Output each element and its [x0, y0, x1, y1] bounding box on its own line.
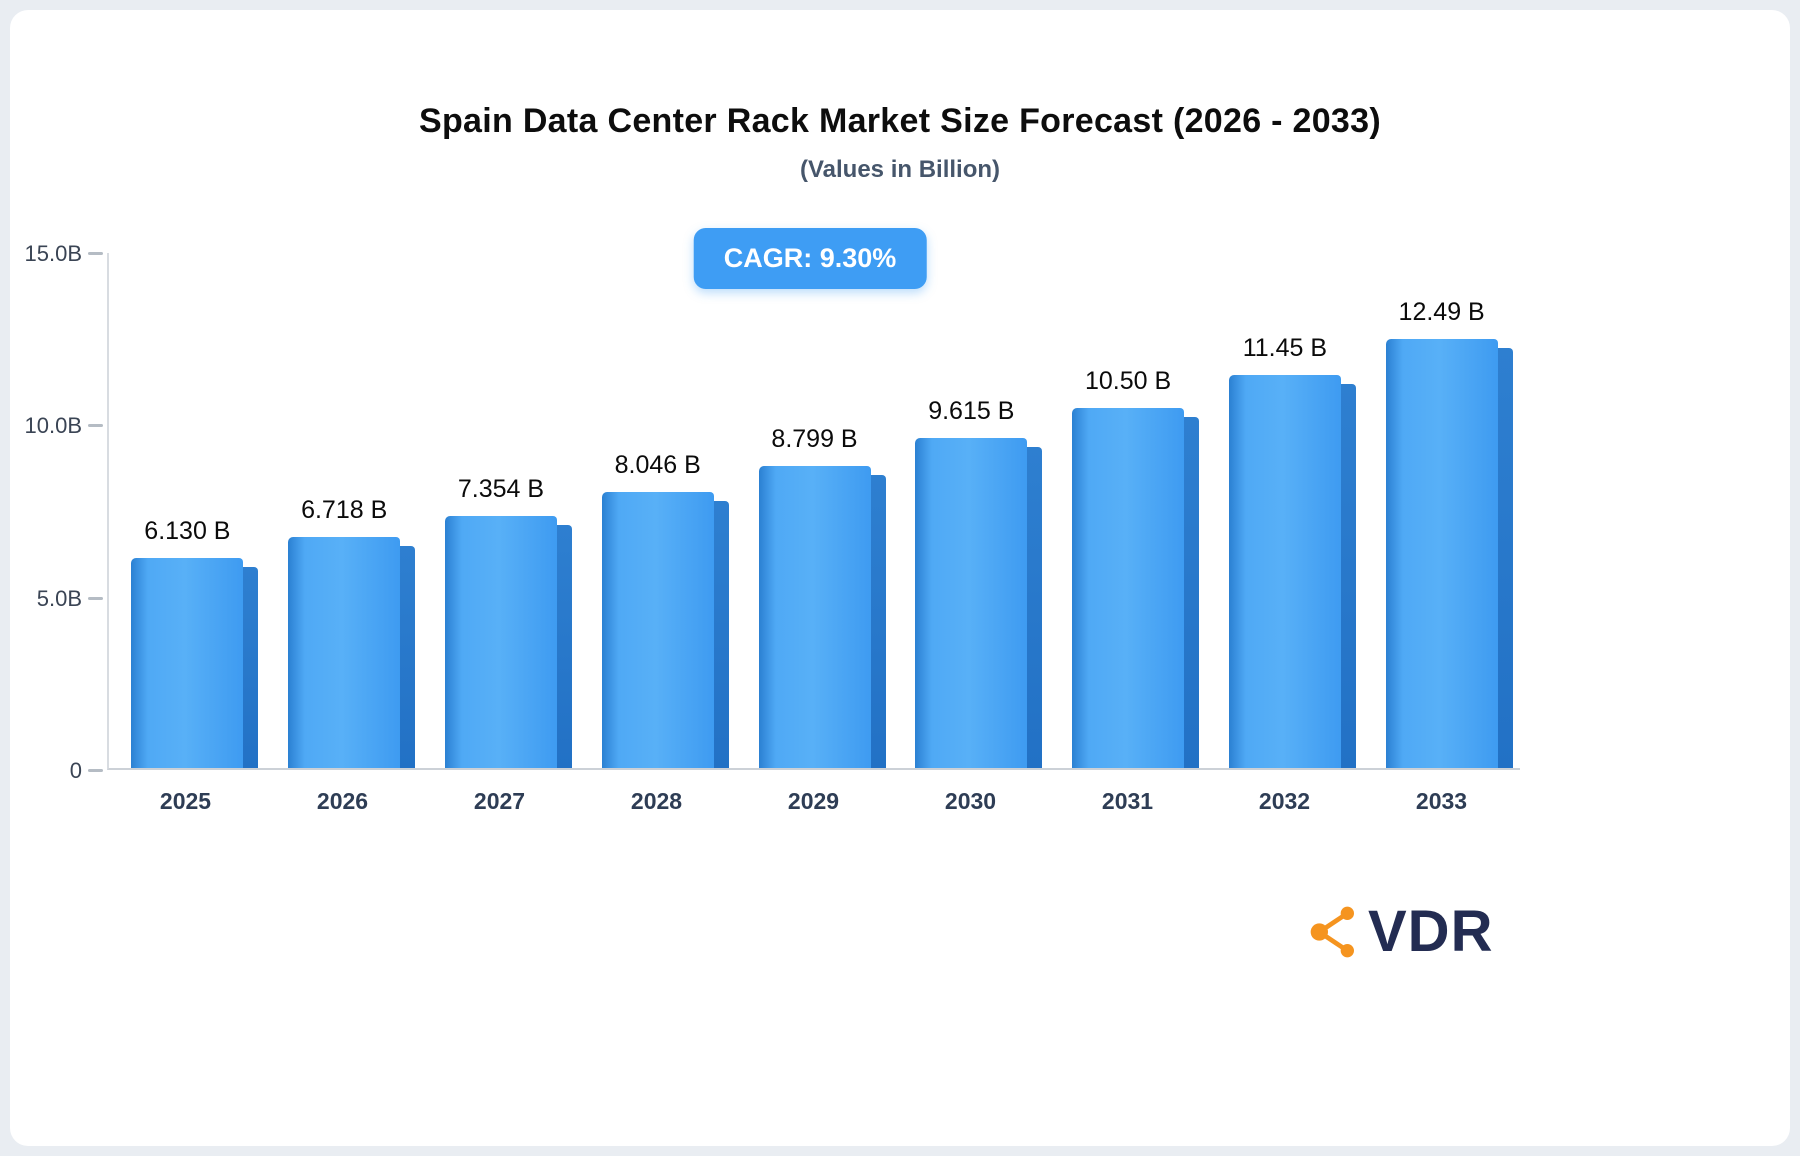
bar-slot: 9.615 B [893, 253, 1050, 769]
bar-value-label: 6.130 B [144, 516, 231, 545]
bar-value-label: 10.50 B [1084, 366, 1172, 395]
chart-card: Spain Data Center Rack Market Size Forec… [10, 10, 1790, 1146]
x-axis-label: 2029 [787, 788, 840, 814]
share-network-icon [1310, 906, 1354, 957]
bar-slot: 7.354 B [423, 253, 580, 769]
bar-slot: 6.130 B [109, 253, 266, 769]
x-axis-label: 2026 [316, 788, 369, 814]
logo-text: VDR [1368, 899, 1494, 964]
x-axis-label: 2031 [1101, 788, 1154, 814]
y-axis-tick-label: 10.0B [24, 413, 83, 438]
x-axis-label: 2025 [159, 788, 212, 814]
bar [131, 557, 259, 769]
bar [915, 437, 1043, 769]
x-axis-labels: 2025 2026 2027 2028 2029 2030 2031 2032 2033 [107, 788, 1520, 815]
x-axis-label: 2028 [630, 788, 683, 814]
bar-value-label: 8.799 B [771, 424, 858, 453]
plot-area: 6.130 B 6.718 B 7.354 B 8.046 B 8.799 B 9.615… [107, 253, 1520, 770]
y-axis-tick-mark [88, 252, 103, 255]
y-axis-tick-label: 0 [69, 758, 82, 783]
bar [1228, 374, 1356, 769]
x-axis-label: 2030 [944, 788, 997, 814]
bar-value-label: 9.615 B [928, 396, 1015, 425]
bar [444, 515, 572, 769]
bar-slot: 11.45 B [1206, 253, 1363, 769]
bar [758, 465, 886, 769]
bar-slot: 12.49 B [1363, 253, 1520, 768]
y-axis-tick-mark [88, 424, 103, 427]
bar-value-label: 11.45 B [1242, 333, 1328, 362]
cagr-badge: CAGR: 9.30% [693, 228, 927, 289]
bar-value-label: 12.49 B [1398, 298, 1485, 327]
x-axis-label: 2033 [1415, 788, 1468, 814]
bar-slot: 6.718 B [266, 253, 423, 768]
bar [1385, 339, 1513, 768]
y-axis-tick-label: 5.0B [36, 586, 82, 611]
bar-series: 6.130 B 6.718 B 7.354 B 8.046 B 8.799 B 9.615… [109, 253, 1520, 769]
bar [601, 491, 729, 769]
bar-value-label: 8.046 B [614, 450, 701, 479]
bar-value-label: 6.718 B [301, 496, 388, 525]
y-axis-tick-mark [88, 597, 103, 600]
y-axis-tick-label: 15.0B [24, 241, 83, 266]
x-axis-label: 2032 [1258, 788, 1311, 814]
bar-slot: 8.046 B [579, 253, 736, 769]
bar-slot: 10.50 B [1050, 253, 1207, 768]
bar-slot: 8.799 B [736, 253, 893, 769]
bar-value-label: 7.354 B [457, 474, 545, 503]
y-axis-tick-mark [88, 769, 103, 772]
chart-subtitle: (Values in Billion) [799, 156, 1001, 183]
x-axis-label: 2027 [473, 788, 526, 814]
vdr-logo: VDR [1302, 898, 1493, 965]
chart-title: Spain Data Center Rack Market Size Forec… [419, 102, 1381, 140]
bar [288, 537, 416, 768]
bar [1072, 407, 1200, 768]
